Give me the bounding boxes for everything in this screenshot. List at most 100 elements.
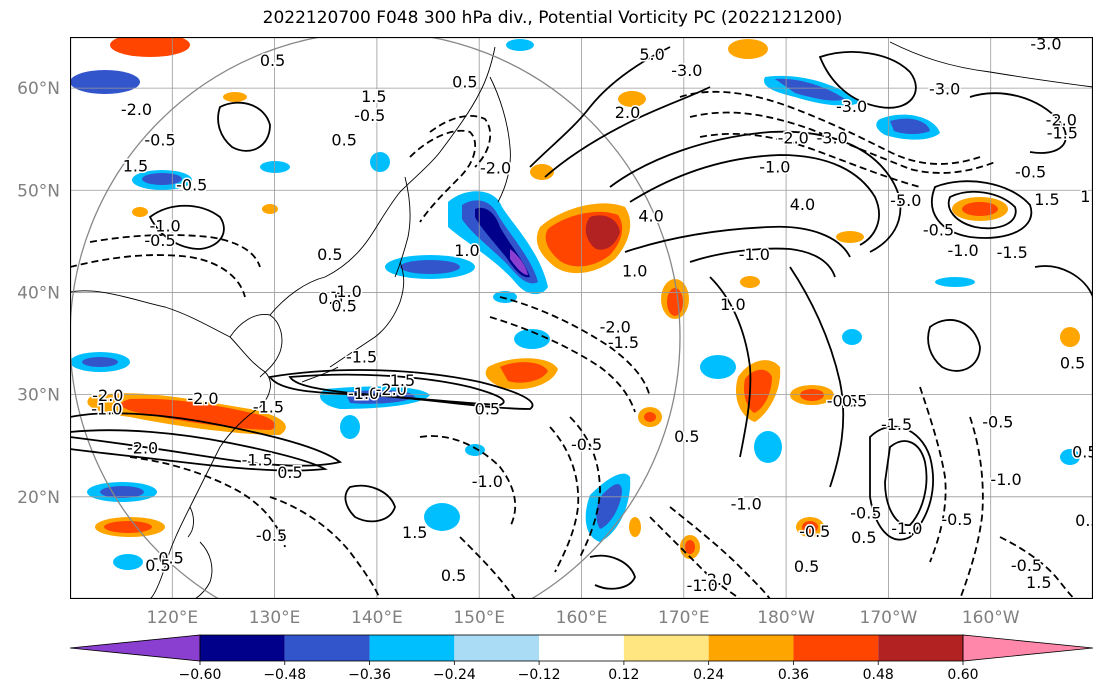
colorbar-segment-9	[878, 635, 963, 661]
shade-blob-58	[842, 329, 862, 345]
contour-label-67: -0.5	[1011, 556, 1042, 575]
contour-label-73: -0.5	[256, 526, 287, 545]
gridlines	[70, 37, 1093, 599]
lat-label-4: 60°N	[17, 79, 60, 99]
shade-blob-7	[370, 152, 390, 172]
colorbar-tick-label-0: −0.60	[179, 667, 222, 683]
shade-blob-60	[836, 231, 864, 243]
contour-dashed-14	[649, 516, 741, 599]
contour-label-37: 1.0	[720, 295, 745, 314]
colorbar-extend-high	[962, 634, 1094, 662]
contour-2	[288, 373, 505, 406]
lat-label-1: 30°N	[17, 386, 60, 406]
colorbar-segment-8	[793, 635, 879, 661]
contour-label-76: -1.0	[331, 282, 362, 301]
contour-label-12: -3.0	[817, 129, 848, 148]
contour-label-21: 0.5	[317, 245, 342, 264]
pv-contours	[70, 46, 1093, 590]
shade-blob-35	[754, 431, 782, 463]
contour-label-50: -1.0	[472, 472, 503, 491]
contour-label-72: 0.5	[145, 556, 170, 575]
contour-label-63: -1.0	[731, 494, 762, 513]
contour-dashed-3	[409, 129, 477, 223]
contour-dashed-17	[959, 416, 984, 599]
contour-labels: 0.5 1.5 0.5 -2.0 0.5 -2.0 2.0 5.0 -3.0 -3.0 -3.0 -2…	[90, 37, 1093, 597]
contour-label-11: -2.0	[778, 129, 809, 148]
pv-contours-dashed	[70, 90, 1076, 599]
contour-23	[1034, 265, 1093, 298]
contour-label-78: 1.5	[123, 156, 148, 175]
contour-label-34: 0.5	[331, 296, 356, 315]
contour-label-20: 0.5	[318, 289, 343, 308]
contour-3	[70, 412, 343, 467]
shade-blob-54	[506, 39, 534, 51]
coastline-siberia	[269, 151, 441, 316]
lat-label-2: 40°N	[17, 283, 60, 303]
contour-13	[818, 51, 917, 109]
contour-label-48: -1.5	[242, 451, 273, 470]
shade-blob-positive-main-core	[585, 215, 620, 250]
contour-label-69: 0.5	[1075, 511, 1093, 530]
colorbar-tick-label-6: 0.24	[693, 667, 724, 683]
shade-blob-8	[262, 204, 278, 214]
shade-blob-negative-main-peak	[510, 249, 528, 275]
shade-blob-24	[424, 503, 460, 531]
contour-16	[969, 92, 1067, 154]
colorbar-segment-3	[369, 635, 455, 661]
shade-blob-48	[775, 78, 845, 101]
contour-12	[789, 266, 845, 488]
contour-label-16: -0.5	[176, 176, 207, 195]
contour-label-61: -0.5	[941, 510, 972, 529]
contour-label-45: -2.0	[187, 389, 218, 408]
contour-label-55: -1.5	[881, 415, 912, 434]
lon-label-2: 140°E	[351, 608, 403, 628]
contour-label-3: -2.0	[121, 100, 152, 119]
contour-label-64: 0.5	[794, 557, 819, 576]
shade-blob-45	[802, 521, 818, 533]
lon-label-6: 180°W	[757, 608, 815, 628]
contour-dashed-11	[549, 426, 580, 573]
contour-18	[884, 440, 928, 526]
coastline-kamchatka	[489, 76, 511, 203]
colorbar-tick-label-9: 0.60	[947, 667, 978, 683]
contour-label-75: 0.5	[441, 566, 466, 585]
coastlines	[70, 41, 1093, 599]
contour-dashed-18	[999, 536, 1076, 599]
contour-label-33: -2.0	[1046, 110, 1077, 129]
shade-blob-11	[400, 260, 460, 274]
colorbar-tick-label-4: −0.12	[518, 667, 561, 683]
contour-label-14: -5.0	[890, 191, 921, 210]
shade-blob-15	[121, 398, 276, 430]
contour-label-18: -0.5	[144, 231, 175, 250]
lon-label-8: 160°W	[962, 608, 1020, 628]
coastline-korea	[229, 314, 283, 378]
contour-label-51: -0.5	[571, 435, 602, 454]
contour-label-30: 1.0	[1080, 187, 1093, 206]
coastline-philippines	[194, 541, 213, 599]
colorbar-segment-6	[623, 635, 709, 661]
contour-17	[869, 425, 934, 541]
contour-label-52: 0.5	[674, 427, 699, 446]
colorbar-svg: −0.60 −0.48 −0.36 −0.24 −0.12 0.12 0.24 0.36 0.4…	[69, 634, 1094, 683]
contour-7	[609, 130, 902, 253]
colorbar-tick-label-8: 0.48	[863, 667, 894, 683]
shade-blob-53	[728, 39, 768, 59]
shade-blob-57	[935, 277, 975, 287]
shade-blob-30	[340, 415, 360, 439]
contour-dashed-6	[689, 111, 996, 174]
shade-blob-31	[465, 444, 485, 456]
longitude-labels: 120°E 130°E 140°E 150°E 160°E 170°E 180°W 170°W…	[146, 608, 1019, 628]
lat-label-3: 50°N	[17, 181, 60, 201]
contour-14	[947, 190, 1017, 230]
shade-blob-43	[685, 540, 695, 554]
contour-label-70: 0.5	[1072, 442, 1093, 461]
shade-blob-23	[596, 484, 622, 529]
contour-1	[268, 369, 534, 410]
contour-label-38: -1.5	[346, 347, 377, 366]
contour-label-32: -1.5	[1047, 124, 1078, 143]
contour-dashed-16	[919, 386, 947, 563]
shade-blob-61	[1060, 449, 1080, 465]
contour-dashed-10	[569, 416, 601, 558]
coastline-alaska	[889, 41, 1093, 88]
contour-dashed-20	[459, 536, 516, 599]
